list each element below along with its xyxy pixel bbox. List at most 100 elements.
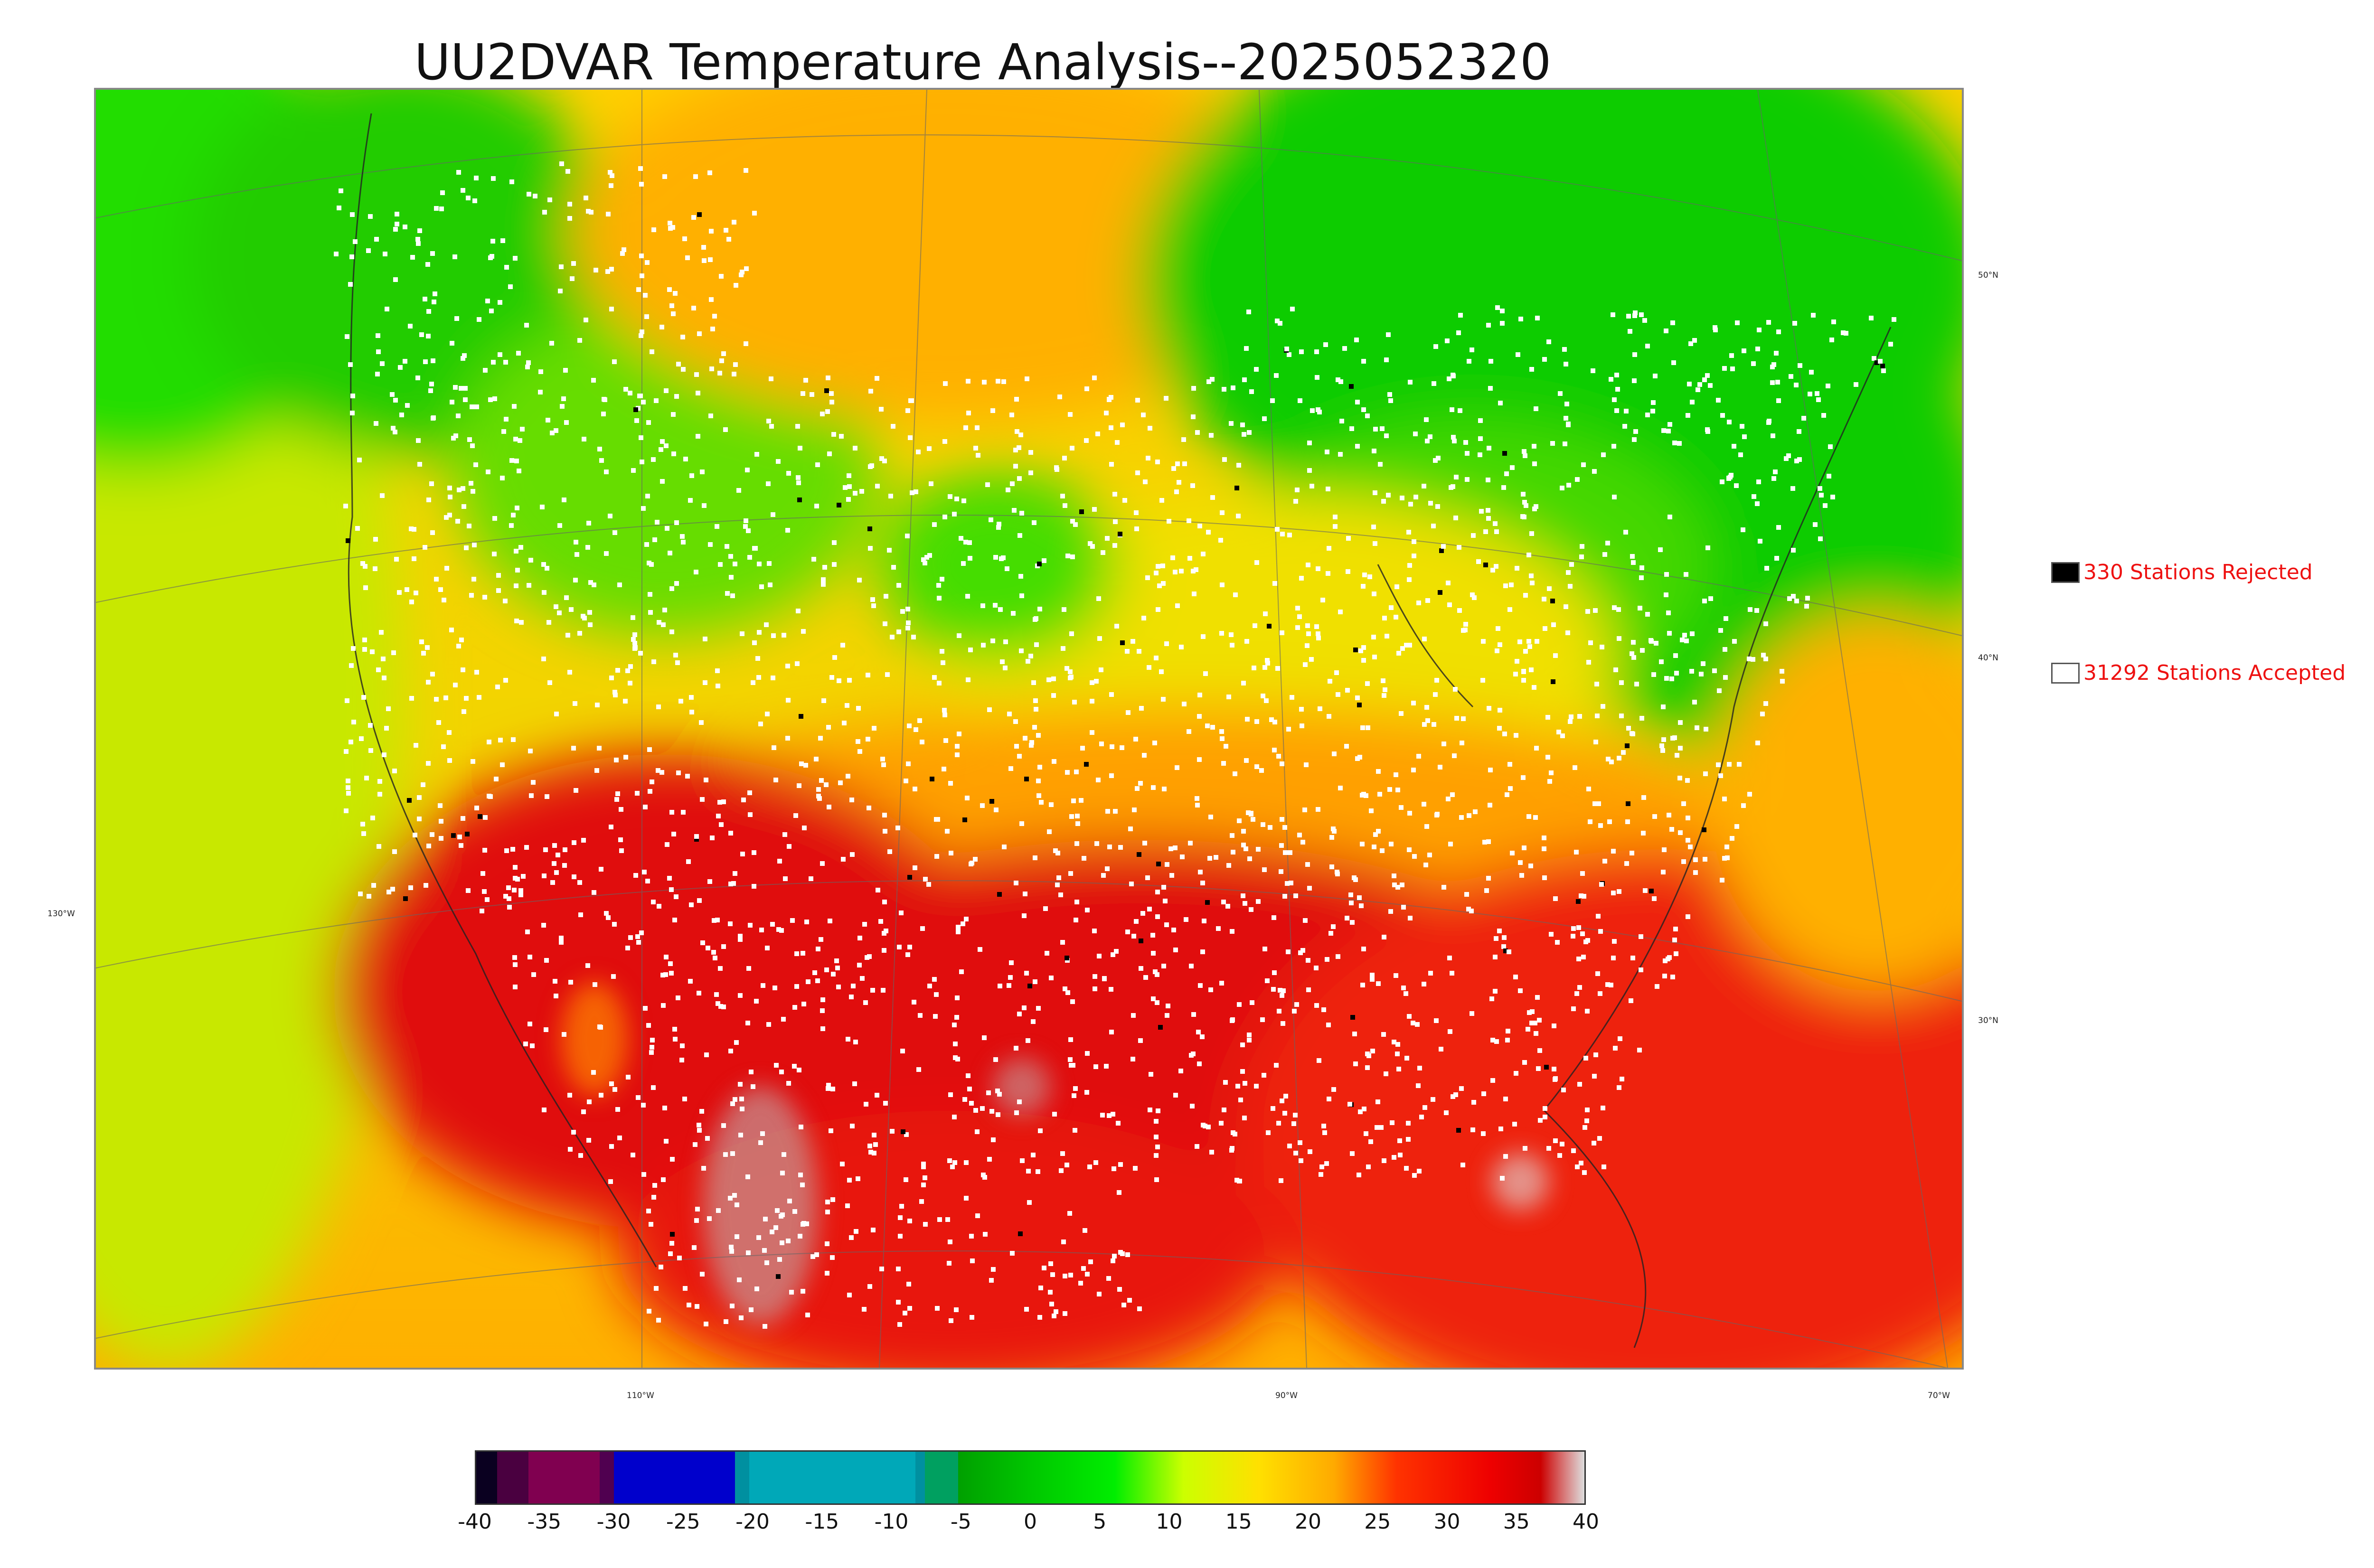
station-marker	[1602, 552, 1607, 557]
station-marker	[1372, 845, 1376, 849]
station-marker	[1097, 1292, 1102, 1296]
station-marker	[528, 955, 532, 959]
station-marker	[1314, 624, 1319, 629]
station-marker	[699, 1109, 704, 1114]
station-marker	[966, 411, 971, 415]
station-marker	[1632, 352, 1637, 357]
station-marker	[1153, 969, 1158, 974]
station-marker	[1447, 956, 1452, 960]
station-marker	[715, 668, 720, 673]
station-marker	[1584, 1118, 1589, 1123]
station-marker	[1579, 893, 1583, 898]
station-marker	[595, 703, 600, 707]
station-marker	[1545, 715, 1550, 720]
station-marker	[1365, 1065, 1370, 1070]
station-marker	[426, 334, 431, 338]
station-marker	[346, 791, 351, 796]
station-marker	[990, 638, 995, 643]
station-marker	[1068, 1057, 1073, 1062]
station-marker	[1109, 773, 1114, 778]
station-marker	[1424, 417, 1429, 422]
station-marker	[1271, 1106, 1275, 1111]
station-marker	[506, 885, 511, 890]
station-marker	[1704, 727, 1708, 732]
station-marker	[867, 1284, 872, 1289]
station-marker	[1523, 453, 1527, 458]
station-marker	[1831, 319, 1836, 324]
station-marker	[728, 831, 733, 836]
station-marker	[632, 632, 637, 637]
station-marker	[1667, 955, 1672, 960]
station-marker	[660, 479, 665, 484]
station-marker	[1394, 772, 1398, 777]
station-marker	[923, 1175, 927, 1180]
station-marker	[1378, 462, 1383, 467]
station-marker	[1032, 520, 1036, 525]
station-marker	[1413, 432, 1418, 436]
station-marker	[1641, 831, 1646, 836]
station-marker	[1338, 610, 1343, 614]
station-marker	[1723, 675, 1728, 680]
station-marker	[749, 1070, 754, 1074]
station-marker	[762, 1248, 767, 1253]
station-marker	[1281, 988, 1286, 993]
station-marker	[881, 762, 886, 767]
station-marker	[1349, 384, 1354, 389]
station-marker	[640, 460, 644, 464]
station-marker	[818, 736, 823, 741]
station-marker	[1564, 416, 1568, 421]
station-marker	[929, 481, 933, 486]
station-marker	[867, 526, 872, 531]
station-marker	[1339, 419, 1344, 423]
station-marker	[364, 776, 369, 780]
station-marker	[1082, 856, 1086, 861]
station-marker	[659, 1265, 663, 1269]
station-marker	[362, 647, 367, 652]
station-marker	[441, 744, 446, 749]
station-marker	[935, 817, 940, 822]
station-marker	[1230, 833, 1234, 838]
station-marker	[519, 620, 524, 625]
station-marker	[1375, 1125, 1379, 1130]
station-marker	[810, 392, 814, 397]
station-marker	[1068, 1037, 1073, 1042]
station-marker	[816, 947, 820, 951]
station-marker	[1152, 741, 1157, 745]
station-marker	[664, 388, 669, 393]
station-marker	[1370, 977, 1375, 982]
station-marker	[488, 255, 493, 260]
station-marker	[612, 922, 617, 927]
station-marker	[1568, 584, 1573, 589]
station-marker	[587, 1099, 592, 1104]
station-marker	[1580, 931, 1585, 936]
station-marker	[1677, 441, 1682, 446]
station-marker	[829, 1128, 833, 1133]
station-marker	[391, 426, 396, 431]
station-marker	[1660, 748, 1665, 753]
station-marker	[438, 587, 443, 592]
station-marker	[1792, 321, 1797, 326]
station-marker	[1517, 639, 1522, 644]
station-marker	[1503, 948, 1508, 953]
station-marker	[1422, 484, 1426, 488]
station-marker	[921, 1162, 926, 1166]
station-marker	[758, 722, 763, 726]
station-marker	[1052, 1314, 1056, 1318]
station-marker	[955, 744, 960, 749]
station-marker	[1392, 1155, 1396, 1160]
station-marker	[1494, 936, 1498, 941]
station-marker	[482, 848, 487, 853]
station-marker	[1299, 707, 1304, 712]
station-marker	[966, 1073, 970, 1078]
station-marker	[948, 781, 953, 786]
station-marker	[745, 468, 750, 472]
station-marker	[1236, 514, 1241, 518]
station-marker	[1624, 861, 1629, 866]
station-marker	[349, 663, 354, 668]
station-marker	[1396, 1067, 1401, 1071]
station-marker	[1054, 465, 1059, 470]
station-marker	[1182, 461, 1187, 466]
station-marker	[609, 825, 613, 829]
station-marker	[592, 890, 596, 895]
station-marker	[1154, 656, 1159, 660]
